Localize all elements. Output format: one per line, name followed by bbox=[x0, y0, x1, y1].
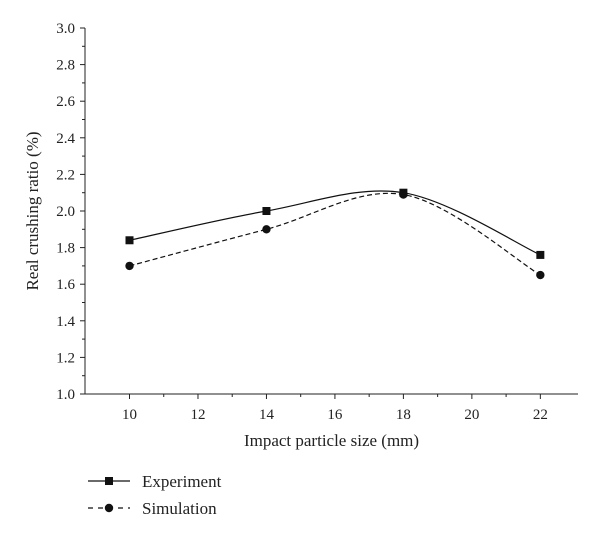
y-tick-label: 1.0 bbox=[56, 387, 75, 403]
y-tick-label: 1.6 bbox=[56, 277, 75, 293]
y-axis-label: Real crushing ratio (%) bbox=[23, 131, 42, 290]
y-tick-label: 2.4 bbox=[56, 131, 75, 147]
y-tick-label: 1.8 bbox=[56, 241, 75, 257]
series-line-simulation bbox=[129, 192, 541, 276]
legend-marker-experiment bbox=[105, 477, 113, 485]
y-tick-label: 2.2 bbox=[56, 167, 75, 183]
legend-marker-simulation bbox=[104, 503, 114, 513]
legend-label-simulation: Simulation bbox=[142, 499, 217, 518]
y-axis: 1.0 1.2 1.4 1.6 1.8 2.0 2.2 2.4 2.6 2.8 3.0 bbox=[56, 21, 86, 403]
x-tick-label: 14 bbox=[259, 407, 275, 423]
x-tick-label: 12 bbox=[190, 407, 205, 423]
legend-label-experiment: Experiment bbox=[142, 472, 222, 491]
legend: Experiment Simulation bbox=[88, 472, 222, 518]
data-point-experiment bbox=[262, 207, 271, 215]
data-point-simulation bbox=[262, 225, 271, 234]
y-tick-label: 2.8 bbox=[56, 58, 75, 74]
x-tick-label: 20 bbox=[464, 407, 479, 423]
series-area bbox=[125, 188, 545, 280]
x-tick-label: 10 bbox=[122, 407, 137, 423]
y-tick-label: 2.6 bbox=[56, 94, 75, 110]
data-point-experiment bbox=[125, 236, 134, 245]
data-point-experiment bbox=[536, 250, 545, 259]
y-tick-label: 2.0 bbox=[56, 204, 75, 220]
x-tick-label: 16 bbox=[327, 407, 343, 423]
y-tick-label: 1.4 bbox=[56, 314, 75, 330]
y-tick-label: 3.0 bbox=[56, 21, 75, 37]
x-axis: 10 12 14 16 18 20 22 bbox=[85, 393, 578, 423]
data-point-simulation bbox=[536, 270, 545, 280]
x-tick-label: 18 bbox=[396, 407, 411, 423]
x-tick-label: 22 bbox=[533, 407, 548, 423]
data-point-simulation bbox=[125, 261, 134, 271]
x-axis-label: Impact particle size (mm) bbox=[244, 431, 419, 450]
y-tick-label: 1.2 bbox=[56, 350, 75, 366]
data-point-simulation bbox=[399, 190, 408, 199]
series-line-experiment bbox=[129, 190, 541, 256]
